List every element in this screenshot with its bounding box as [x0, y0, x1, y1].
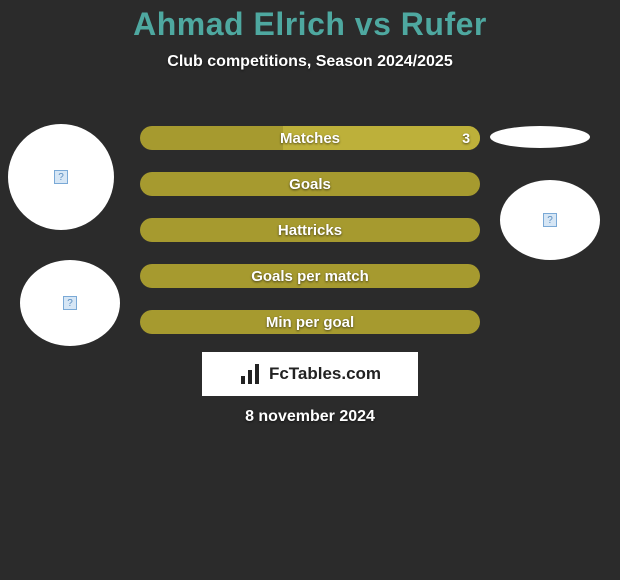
stats-rows: Matches 3 Goals Hattricks Goals per match Min… — [140, 126, 480, 356]
image-placeholder-icon: ? — [54, 170, 68, 184]
stat-row: Goals — [140, 172, 480, 196]
stat-row: Matches 3 — [140, 126, 480, 150]
brand-bars-icon — [239, 362, 263, 386]
stat-row: Hattricks — [140, 218, 480, 242]
stat-right-value: 3 — [462, 130, 470, 146]
decorative-ellipse — [490, 126, 590, 148]
avatar-circle: ? — [500, 180, 600, 260]
image-placeholder-icon: ? — [543, 213, 557, 227]
image-placeholder-icon: ? — [63, 296, 77, 310]
stat-label: Goals — [289, 176, 331, 193]
stat-label: Goals per match — [251, 268, 369, 285]
stat-label: Matches — [280, 130, 340, 147]
avatar-circle: ? — [20, 260, 120, 346]
stat-label: Min per goal — [266, 314, 354, 331]
page-title: Ahmad Elrich vs Rufer — [0, 0, 620, 43]
stat-label: Hattricks — [278, 222, 342, 239]
date-line: 8 november 2024 — [0, 408, 620, 426]
stat-row: Goals per match — [140, 264, 480, 288]
page-subtitle: Club competitions, Season 2024/2025 — [0, 53, 620, 71]
brand-text: FcTables.com — [269, 364, 381, 384]
brand-box: FcTables.com — [202, 352, 418, 396]
avatar-circle: ? — [8, 124, 114, 230]
stat-row: Min per goal — [140, 310, 480, 334]
